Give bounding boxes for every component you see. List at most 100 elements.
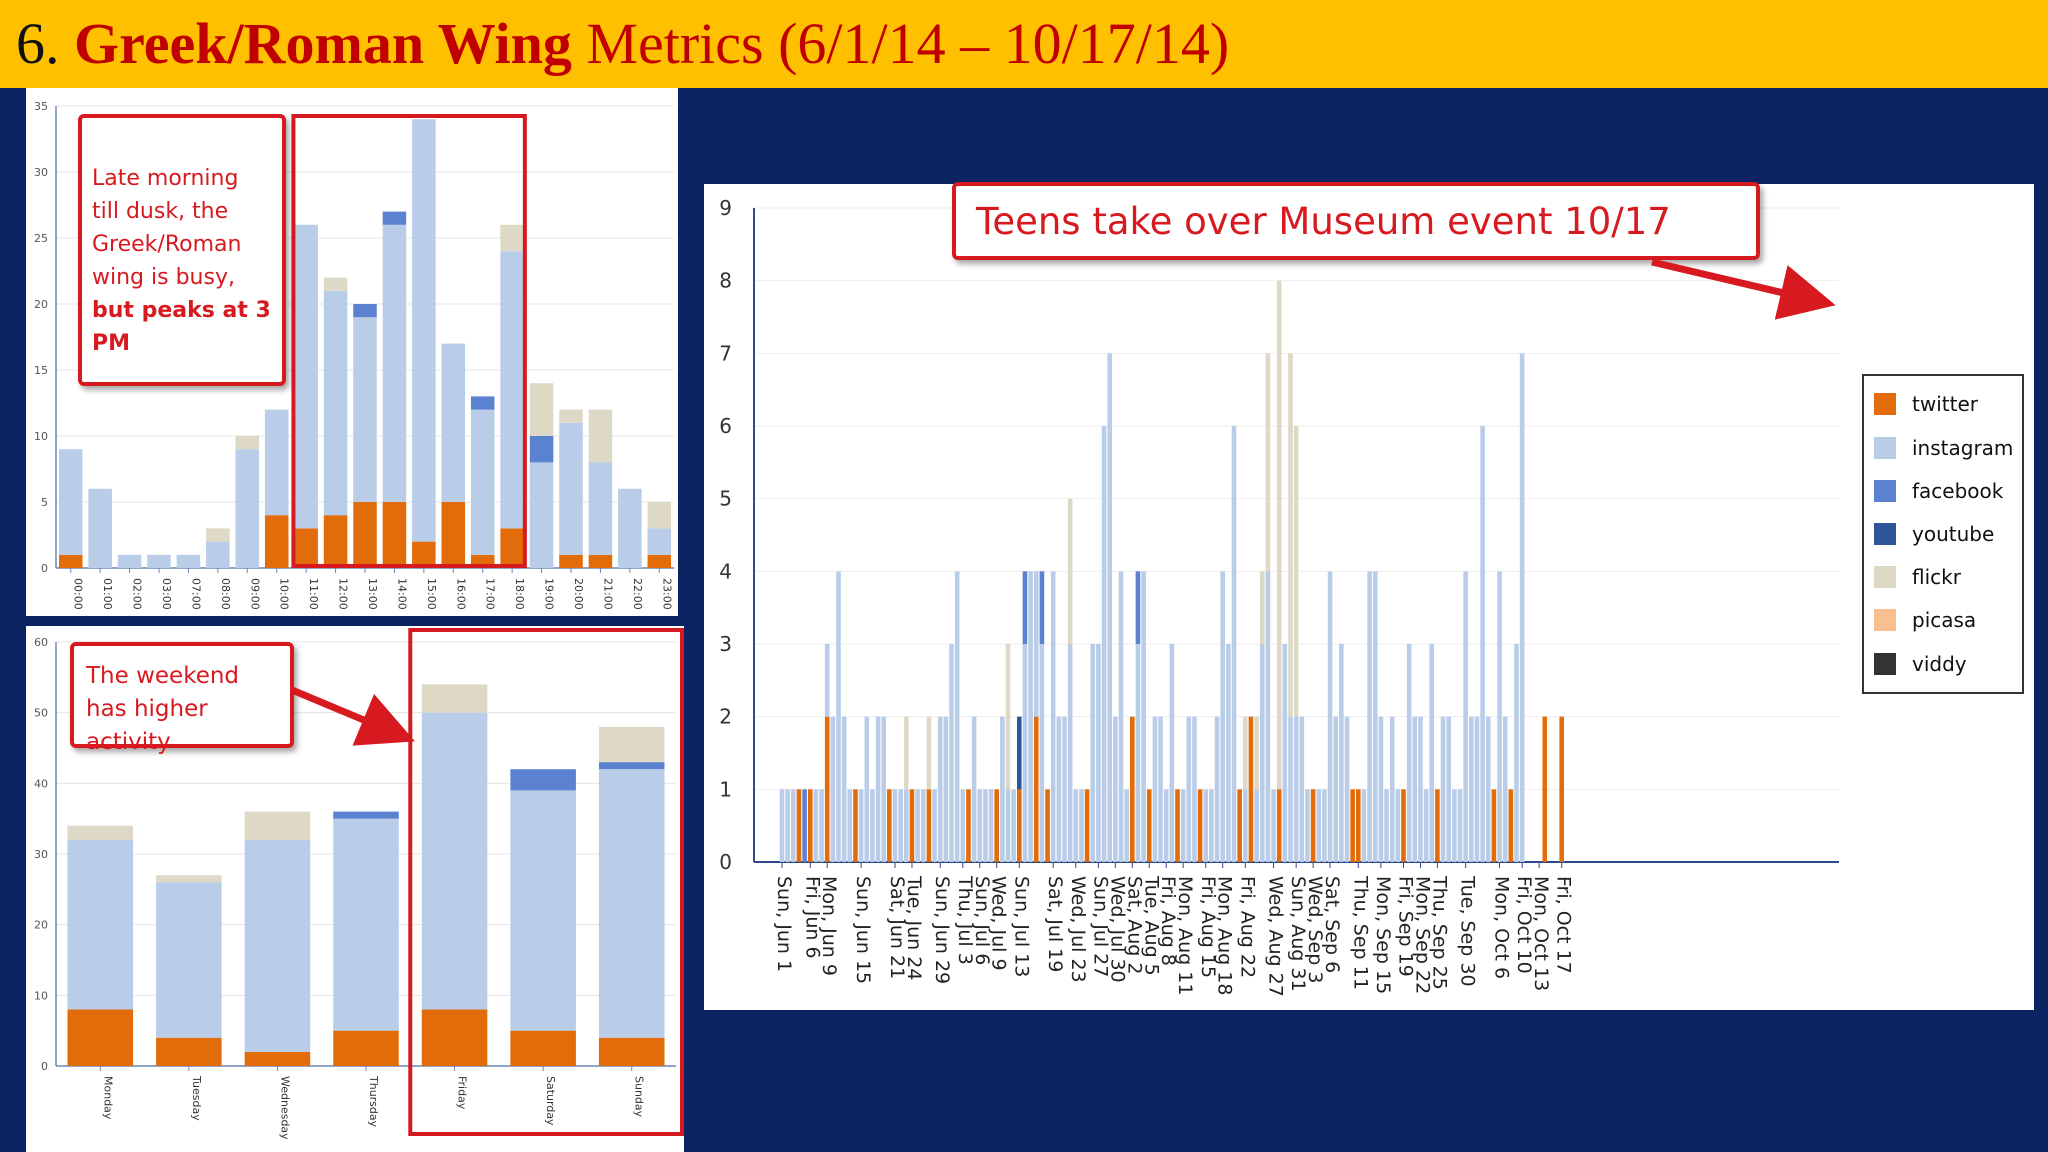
bar-twitter [559, 554, 583, 568]
bar-twitter [1491, 789, 1497, 862]
y-tick-label: 20 [34, 298, 48, 311]
x-tick-label: Mon, Sep 15 [1372, 876, 1394, 994]
x-tick-label: 09:00 [248, 578, 261, 610]
weekday-callout: The weekend has higher activity [70, 642, 294, 755]
bar-instagram [244, 839, 311, 1052]
bar-instagram [1327, 571, 1333, 862]
x-tick-label: Sun, Jun 15 [852, 876, 874, 984]
bar-flickr [67, 825, 134, 840]
x-tick-label: Friday [456, 1076, 469, 1110]
bar-facebook [510, 769, 576, 791]
bar-flickr [156, 875, 222, 883]
legend: twitter instagram facebook youtube flick… [1862, 374, 2024, 694]
y-tick-label: 30 [34, 848, 48, 861]
bar-instagram [870, 789, 875, 862]
bar-youtube [1017, 716, 1022, 790]
bar-instagram [559, 422, 583, 555]
bar-instagram [1446, 716, 1451, 862]
bar-facebook [382, 211, 407, 225]
bar-instagram [1259, 644, 1265, 862]
bar-instagram [1152, 716, 1158, 862]
bar-instagram [1000, 716, 1005, 862]
legend-item-instagram: instagram [1874, 434, 2013, 462]
bar-instagram [971, 716, 977, 862]
bar-twitter [887, 789, 892, 862]
bar-instagram [1079, 789, 1084, 862]
bar-facebook [529, 436, 554, 463]
bar-instagram [1169, 644, 1175, 862]
bar-instagram [841, 716, 847, 862]
x-tick-label: Fri, Oct 17 [1553, 876, 1575, 974]
bar-twitter [1175, 789, 1180, 862]
bar-instagram [779, 789, 785, 862]
x-tick-label: Sat, Aug 2 [1123, 876, 1145, 974]
bar-instagram [1214, 716, 1220, 862]
bar-instagram [333, 818, 399, 1031]
hourly-callout: Late morning till dusk, the Greek/Roman … [78, 114, 286, 386]
x-tick-label: Mon, Jun 9 [818, 876, 840, 976]
bar-instagram [932, 789, 937, 862]
bar-instagram [1480, 426, 1485, 862]
x-tick-label: Fri, Aug 15 [1197, 876, 1219, 978]
bar-twitter [1146, 789, 1152, 862]
x-tick-label: Thursday [367, 1075, 380, 1128]
y-tick-label: 10 [34, 989, 48, 1002]
y-tick-label: 0 [41, 562, 48, 575]
bar-instagram [1209, 789, 1214, 862]
bar-instagram [847, 789, 853, 862]
bar-instagram [943, 716, 949, 862]
bar-instagram [1367, 571, 1372, 862]
x-tick-label: Wed, Jul 23 [1067, 876, 1089, 983]
bar-instagram [1226, 644, 1231, 862]
x-tick-label: Fri, Aug 8 [1157, 876, 1179, 966]
bar-instagram [1050, 571, 1056, 862]
legend-swatch-youtube [1874, 523, 1896, 545]
y-tick-label: 20 [34, 919, 48, 932]
x-tick-label: Sun, Jul 6 [971, 876, 993, 965]
bar-twitter [1310, 789, 1316, 862]
bar-instagram [1418, 716, 1423, 862]
bar-instagram [1293, 716, 1299, 862]
bar-instagram [1440, 716, 1446, 862]
bar-instagram [598, 769, 665, 1038]
bar-instagram [1186, 716, 1192, 862]
bar-instagram [1220, 571, 1225, 862]
bar-instagram [1067, 644, 1073, 862]
hourly-chart-panel: 0 5 10 15 20 25 30 35 00:00 01:00 02:00 03:00 07:00 0… [26, 88, 678, 616]
bar-flickr [588, 409, 613, 463]
bar-instagram [1299, 716, 1305, 862]
bar-instagram [1073, 789, 1079, 862]
bar-instagram [898, 789, 903, 862]
legend-item-picasa: picasa [1874, 606, 1976, 634]
legend-label-facebook: facebook [1912, 479, 2004, 503]
bar-twitter [323, 515, 348, 568]
bar-instagram [1243, 789, 1248, 862]
bar-facebook [598, 762, 665, 770]
bar-instagram [176, 554, 201, 568]
x-tick-label: 01:00 [101, 578, 114, 610]
x-tick-label: 11:00 [307, 578, 320, 610]
bar-flickr [1293, 426, 1299, 717]
bar-instagram [864, 716, 870, 862]
bar-instagram [1096, 644, 1101, 862]
bar-instagram [1028, 571, 1033, 862]
bar-instagram [294, 224, 318, 529]
bar-instagram [1469, 716, 1474, 862]
legend-label-picasa: picasa [1912, 608, 1977, 632]
x-tick-label: 03:00 [160, 578, 173, 610]
x-tick-label: 14:00 [395, 578, 408, 610]
bar-instagram [1485, 716, 1491, 862]
x-tick-label: Wed, Jul 30 [1106, 876, 1128, 983]
legend-item-flickr: flickr [1874, 563, 1961, 591]
legend-label-viddy: viddy [1912, 652, 1967, 676]
bar-instagram [1378, 716, 1384, 862]
bar-twitter [647, 554, 672, 568]
x-tick-label: 23:00 [660, 578, 673, 610]
x-tick-label: Mon, Oct 13 [1530, 876, 1552, 991]
bar-instagram [915, 789, 920, 862]
bar-instagram [813, 789, 819, 862]
bar-instagram [1514, 644, 1519, 862]
bar-twitter [382, 502, 407, 568]
bar-instagram [1135, 644, 1141, 862]
x-tick-label: Tuesday [190, 1075, 203, 1121]
